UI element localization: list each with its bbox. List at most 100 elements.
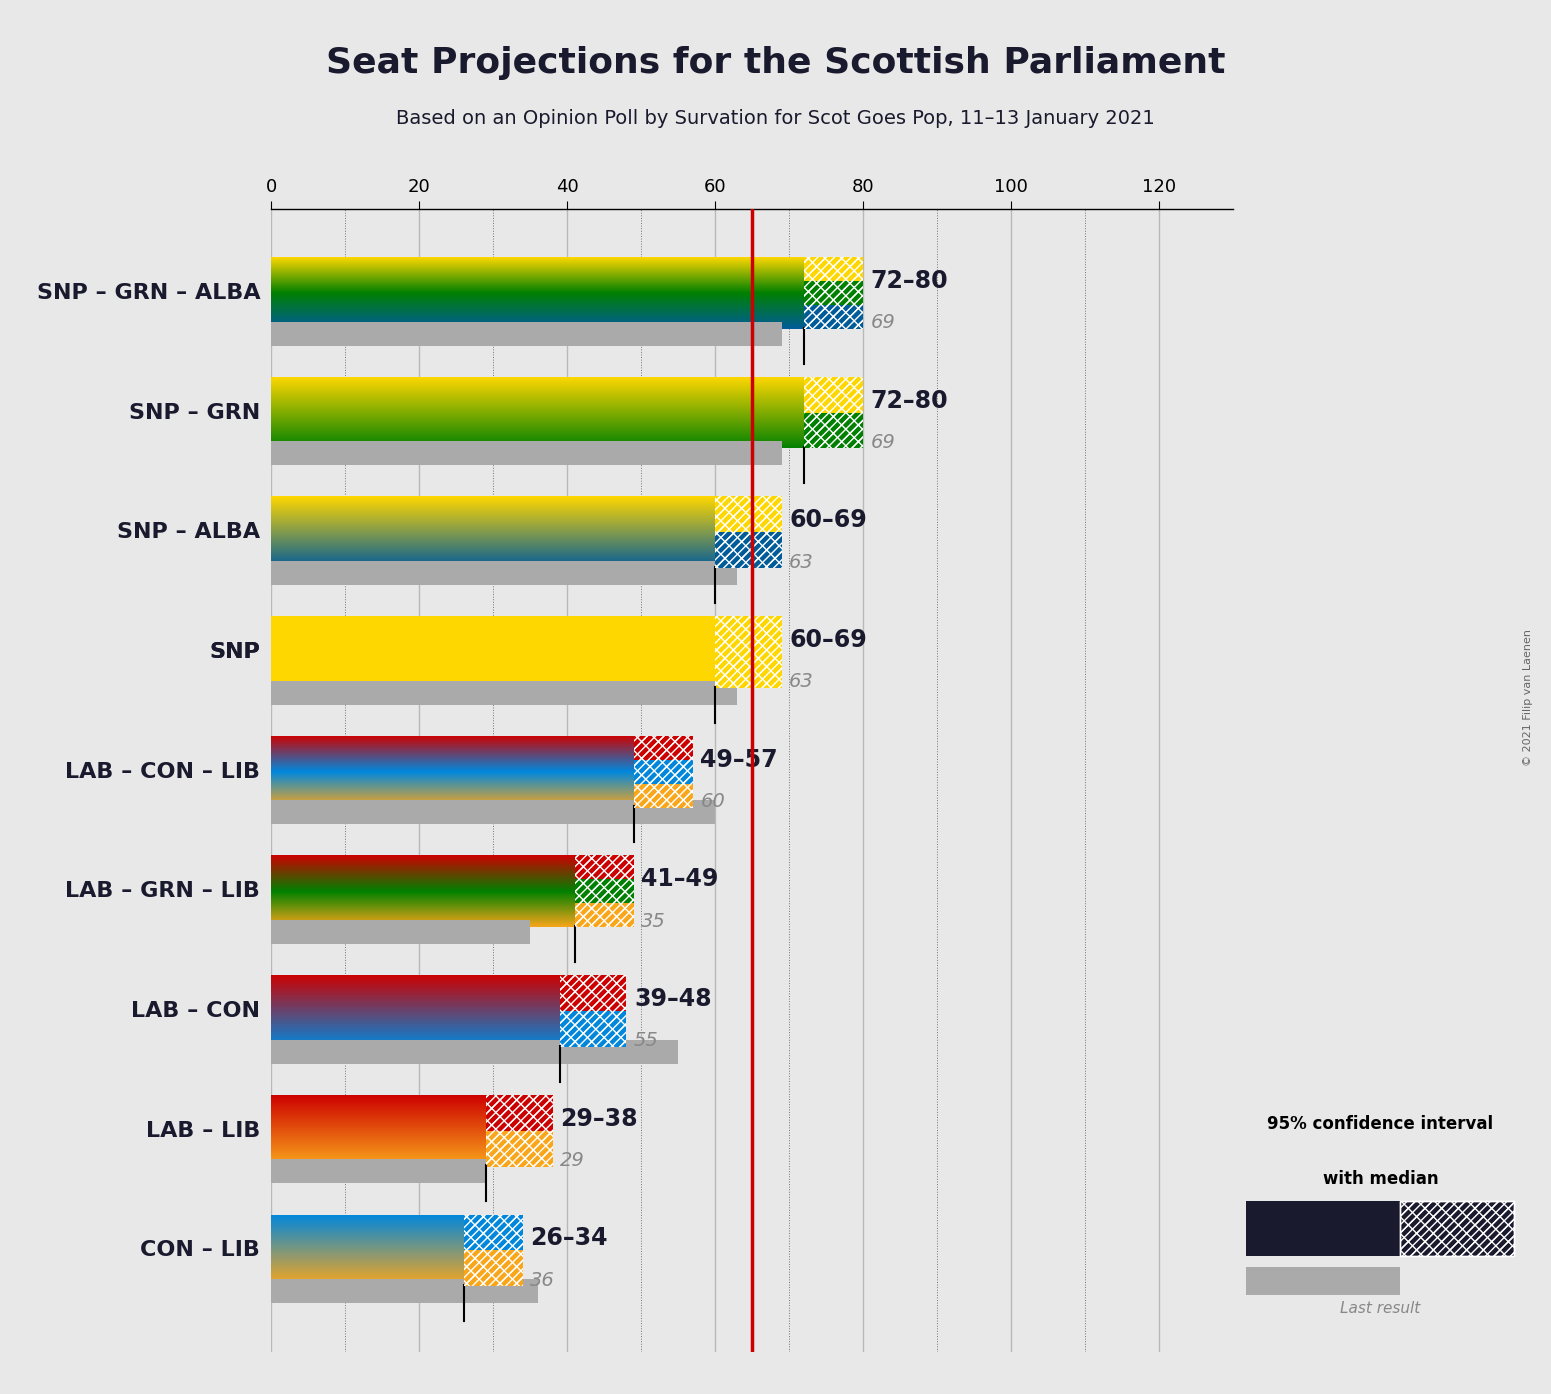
Bar bbox=[1401, 1202, 1514, 1256]
Bar bbox=[271, 800, 715, 824]
Bar bbox=[634, 760, 693, 783]
Text: 60–69: 60–69 bbox=[789, 509, 867, 533]
Bar bbox=[485, 1131, 552, 1167]
Text: Based on an Opinion Poll by Survation for Scot Goes Pop, 11–13 January 2021: Based on an Opinion Poll by Survation fo… bbox=[396, 109, 1155, 128]
Text: 26–34: 26–34 bbox=[530, 1227, 608, 1250]
Text: 29–38: 29–38 bbox=[560, 1107, 637, 1131]
Bar bbox=[803, 305, 864, 329]
Text: 36: 36 bbox=[530, 1271, 555, 1289]
Bar bbox=[575, 903, 634, 927]
Bar bbox=[485, 1094, 552, 1131]
Bar bbox=[715, 496, 782, 533]
Text: LAB – CON – LIB: LAB – CON – LIB bbox=[65, 761, 261, 782]
Text: 29: 29 bbox=[560, 1151, 585, 1170]
Bar bbox=[803, 256, 864, 282]
Bar bbox=[715, 616, 782, 687]
Bar bbox=[634, 736, 693, 760]
Text: 60–69: 60–69 bbox=[789, 629, 867, 652]
Bar bbox=[485, 1131, 552, 1167]
Text: 63: 63 bbox=[789, 552, 814, 572]
Bar bbox=[803, 305, 864, 329]
Bar bbox=[271, 1040, 678, 1064]
Bar bbox=[803, 256, 864, 282]
Text: © 2021 Filip van Laenen: © 2021 Filip van Laenen bbox=[1523, 629, 1532, 765]
Bar bbox=[271, 322, 782, 346]
Bar bbox=[634, 783, 693, 807]
Bar bbox=[464, 1214, 523, 1250]
Bar bbox=[634, 783, 693, 807]
Bar bbox=[803, 282, 864, 305]
Bar bbox=[715, 533, 782, 569]
Bar bbox=[634, 736, 693, 760]
Bar bbox=[575, 880, 634, 903]
Bar bbox=[271, 1280, 538, 1303]
Bar bbox=[560, 976, 627, 1011]
Text: 72–80: 72–80 bbox=[870, 269, 948, 293]
Text: 95% confidence interval: 95% confidence interval bbox=[1267, 1115, 1494, 1133]
Text: Seat Projections for the Scottish Parliament: Seat Projections for the Scottish Parlia… bbox=[326, 46, 1225, 79]
Bar bbox=[271, 1160, 485, 1184]
Text: 39–48: 39–48 bbox=[634, 987, 712, 1011]
Bar bbox=[575, 856, 634, 880]
Text: 63: 63 bbox=[789, 672, 814, 691]
Text: SNP – GRN – ALBA: SNP – GRN – ALBA bbox=[37, 283, 261, 302]
Bar bbox=[634, 783, 693, 807]
Bar bbox=[271, 920, 530, 944]
Text: 69: 69 bbox=[870, 314, 895, 332]
Text: SNP – ALBA: SNP – ALBA bbox=[118, 523, 261, 542]
Text: 41–49: 41–49 bbox=[641, 867, 718, 891]
Text: 72–80: 72–80 bbox=[870, 389, 948, 413]
Bar bbox=[715, 496, 782, 533]
Text: 35: 35 bbox=[641, 912, 665, 931]
Bar bbox=[1401, 1202, 1514, 1256]
Bar bbox=[560, 1011, 627, 1047]
Bar bbox=[803, 413, 864, 449]
Bar bbox=[1247, 1202, 1401, 1256]
Text: SNP: SNP bbox=[209, 643, 261, 662]
Text: 69: 69 bbox=[870, 434, 895, 452]
Bar bbox=[803, 305, 864, 329]
Bar bbox=[575, 856, 634, 880]
Text: Last result: Last result bbox=[1340, 1301, 1421, 1316]
Text: 55: 55 bbox=[634, 1032, 659, 1051]
Bar bbox=[803, 256, 864, 282]
Bar bbox=[271, 680, 737, 704]
Bar bbox=[485, 1131, 552, 1167]
Bar bbox=[575, 856, 634, 880]
Bar bbox=[271, 616, 715, 687]
Bar bbox=[634, 736, 693, 760]
Bar bbox=[560, 976, 627, 1011]
Bar bbox=[715, 533, 782, 569]
Text: with median: with median bbox=[1323, 1170, 1438, 1188]
Bar bbox=[634, 760, 693, 783]
Text: CON – LIB: CON – LIB bbox=[141, 1241, 261, 1260]
Text: 60: 60 bbox=[701, 792, 726, 811]
Text: LAB – LIB: LAB – LIB bbox=[146, 1121, 261, 1140]
Text: 49–57: 49–57 bbox=[701, 747, 779, 772]
Bar bbox=[560, 1011, 627, 1047]
Text: SNP: SNP bbox=[209, 643, 261, 662]
Bar bbox=[575, 903, 634, 927]
Bar bbox=[464, 1214, 523, 1250]
Bar bbox=[803, 376, 864, 413]
Text: LAB – CON: LAB – CON bbox=[132, 1001, 261, 1020]
Bar bbox=[803, 413, 864, 449]
Text: LAB – GRN – LIB: LAB – GRN – LIB bbox=[65, 881, 261, 902]
Bar bbox=[464, 1250, 523, 1287]
Bar bbox=[715, 496, 782, 533]
Bar bbox=[715, 616, 782, 687]
Bar bbox=[464, 1250, 523, 1287]
Bar bbox=[803, 413, 864, 449]
Bar bbox=[560, 976, 627, 1011]
Bar bbox=[464, 1250, 523, 1287]
Bar bbox=[803, 376, 864, 413]
Bar bbox=[803, 282, 864, 305]
Bar bbox=[803, 376, 864, 413]
Bar bbox=[575, 880, 634, 903]
Bar bbox=[575, 880, 634, 903]
Bar bbox=[271, 442, 782, 466]
Bar bbox=[715, 533, 782, 569]
Bar bbox=[1247, 1267, 1401, 1295]
Bar bbox=[715, 616, 782, 687]
Bar bbox=[575, 903, 634, 927]
